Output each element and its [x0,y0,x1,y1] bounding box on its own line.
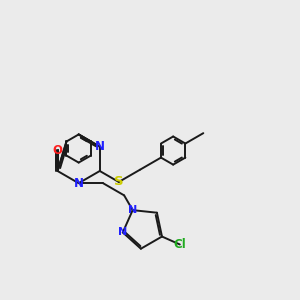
Text: N: N [128,205,137,215]
Text: S: S [114,176,124,188]
Text: O: O [52,144,63,157]
Text: N: N [95,140,105,153]
Text: N: N [74,177,84,190]
Text: N: N [118,227,128,237]
Text: Cl: Cl [173,238,186,251]
